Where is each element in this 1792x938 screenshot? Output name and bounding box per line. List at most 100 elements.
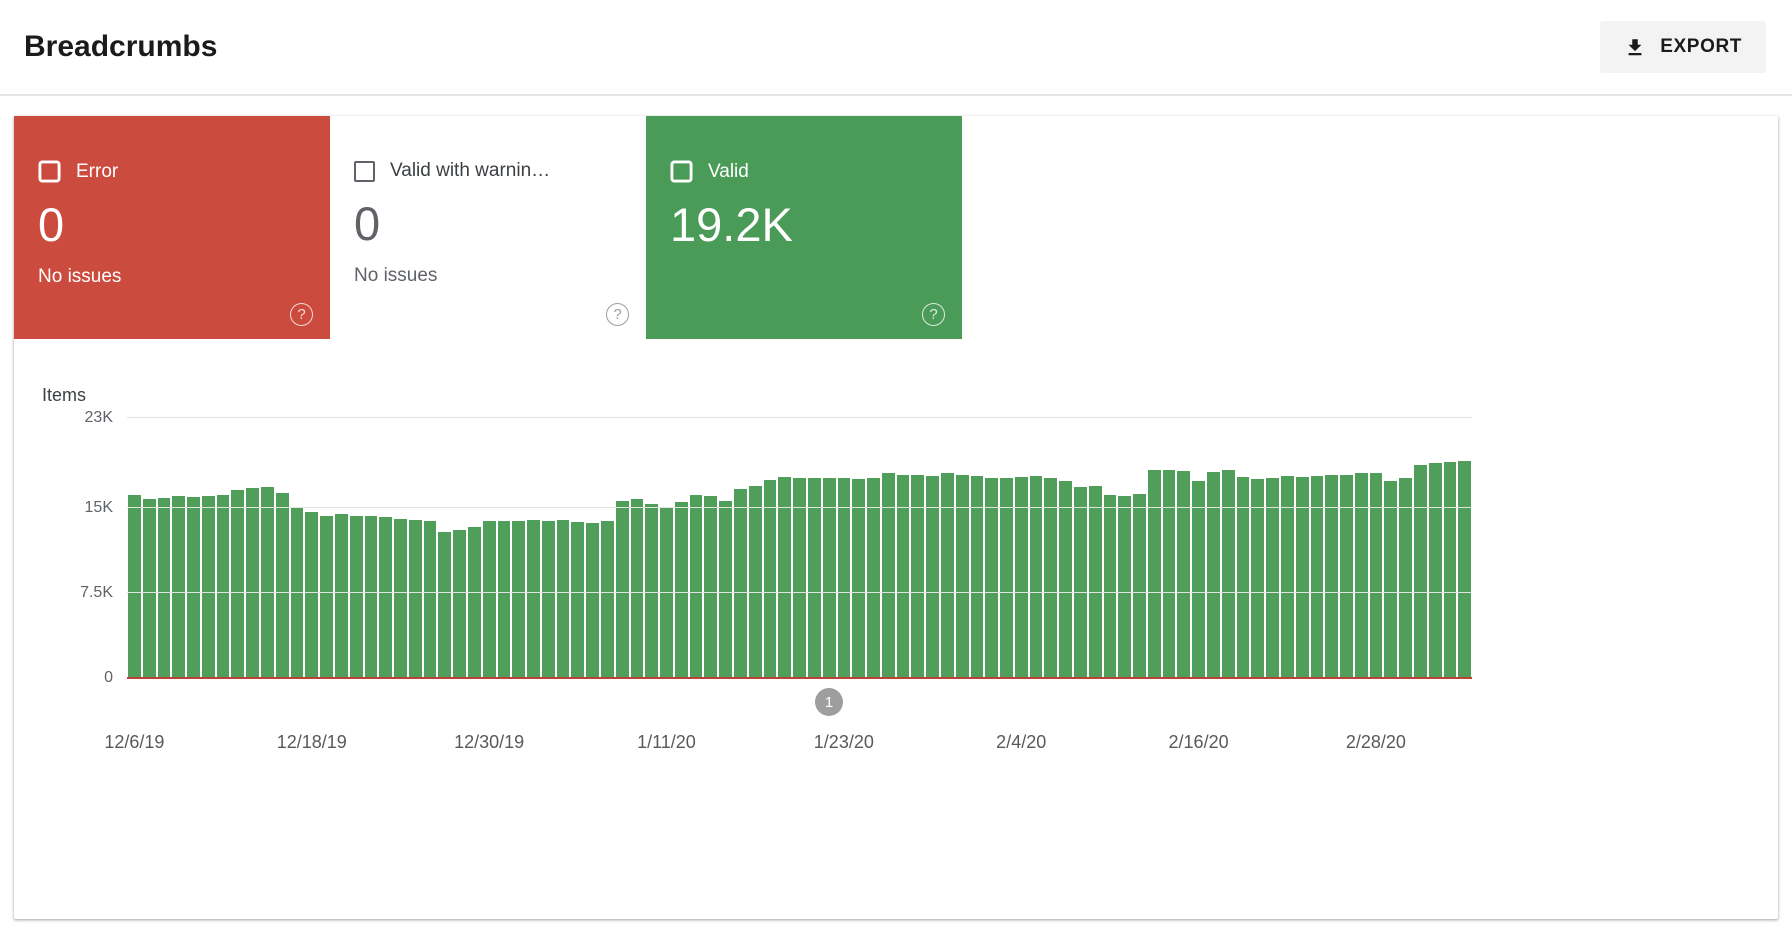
bar[interactable] [867,477,880,678]
bar[interactable] [275,492,289,678]
bar[interactable] [571,522,585,678]
bar[interactable] [1399,477,1412,678]
bar[interactable] [1088,485,1102,678]
bar[interactable] [1221,470,1235,678]
bar[interactable] [674,501,688,678]
bar[interactable] [955,474,969,678]
bar[interactable] [1207,472,1220,678]
bar[interactable] [1000,477,1013,678]
bar[interactable] [689,494,703,678]
bar[interactable] [1325,474,1339,678]
bar[interactable] [911,474,925,678]
bar[interactable] [512,520,526,678]
bar[interactable] [1369,473,1383,678]
bar[interactable] [1280,475,1294,678]
export-button[interactable]: EXPORT [1600,21,1766,73]
checkbox-unchecked-icon[interactable] [354,160,375,182]
bar[interactable] [467,526,481,678]
bar[interactable] [615,500,629,678]
bar[interactable] [497,520,511,678]
bar[interactable] [807,477,821,678]
bar[interactable] [1310,475,1324,678]
bar[interactable] [142,499,156,678]
bar[interactable] [1059,481,1072,678]
bar[interactable] [985,477,999,678]
bar[interactable] [1413,465,1427,678]
bar[interactable] [881,473,895,678]
bar[interactable] [1428,463,1442,678]
annotation-marker[interactable]: 1 [815,688,844,716]
bar[interactable] [261,486,274,678]
bar[interactable] [1044,477,1058,678]
help-icon[interactable]: ? [922,303,945,326]
bar[interactable] [394,518,407,678]
bar[interactable] [1133,493,1146,678]
bar[interactable] [1074,486,1087,678]
bar[interactable] [734,489,747,678]
bar[interactable] [793,477,806,678]
bar[interactable] [630,499,644,678]
bar[interactable] [305,511,319,678]
bar[interactable] [852,479,866,678]
bar[interactable] [896,474,910,678]
bar[interactable] [1384,481,1398,678]
valid-card[interactable]: Valid 19.2K ? [646,116,962,339]
bar[interactable] [1192,481,1206,678]
bar[interactable] [216,494,230,678]
bar[interactable] [1251,479,1265,678]
bar[interactable] [645,503,659,678]
bar[interactable] [837,477,851,678]
error-card[interactable]: Error 0 No issues ? [14,116,330,339]
bar[interactable] [201,496,215,678]
bar[interactable] [1177,471,1191,678]
bar[interactable] [926,475,939,678]
bar[interactable] [1029,475,1043,678]
valid-with-warnings-card[interactable]: Valid with warnin… 0 No issues ? [330,116,646,339]
bar[interactable] [970,475,984,678]
bar[interactable] [172,496,186,678]
bar[interactable] [940,473,954,678]
bar[interactable] [408,519,422,678]
bar[interactable] [1147,470,1161,678]
bar[interactable] [601,520,614,678]
bar[interactable] [1340,474,1353,678]
bar[interactable] [586,523,599,678]
bar[interactable] [482,520,496,678]
bar[interactable] [423,520,437,678]
bar[interactable] [556,519,570,678]
bar[interactable] [1443,462,1457,678]
checkbox-checked-icon[interactable] [38,160,61,183]
bar[interactable] [157,498,171,678]
bar[interactable] [438,532,452,678]
bar[interactable] [1295,476,1309,678]
bar[interactable] [334,514,348,678]
bar[interactable] [1103,494,1117,678]
bar[interactable] [527,519,540,678]
bar[interactable] [763,480,777,678]
bar[interactable] [1266,477,1279,678]
bar[interactable] [1354,473,1368,678]
bar[interactable] [1458,460,1472,678]
bar[interactable] [1014,476,1028,678]
bar[interactable] [541,520,555,678]
bar[interactable] [231,490,245,678]
bar[interactable] [320,516,333,678]
bar[interactable] [719,500,733,678]
bar[interactable] [660,508,673,678]
bar[interactable] [453,529,466,678]
bar[interactable] [1118,496,1132,678]
bar[interactable] [246,488,260,678]
bar[interactable] [778,476,792,678]
bar[interactable] [704,496,718,678]
bar[interactable] [379,517,393,678]
help-icon[interactable]: ? [290,303,313,326]
bar[interactable] [822,477,836,678]
checkbox-checked-icon[interactable] [670,160,693,183]
bar[interactable] [1162,470,1176,678]
bar[interactable] [128,494,141,678]
bar[interactable] [364,516,378,678]
bar[interactable] [349,516,363,678]
bar[interactable] [748,485,762,678]
help-icon[interactable]: ? [606,303,629,326]
bar[interactable] [1236,476,1250,678]
